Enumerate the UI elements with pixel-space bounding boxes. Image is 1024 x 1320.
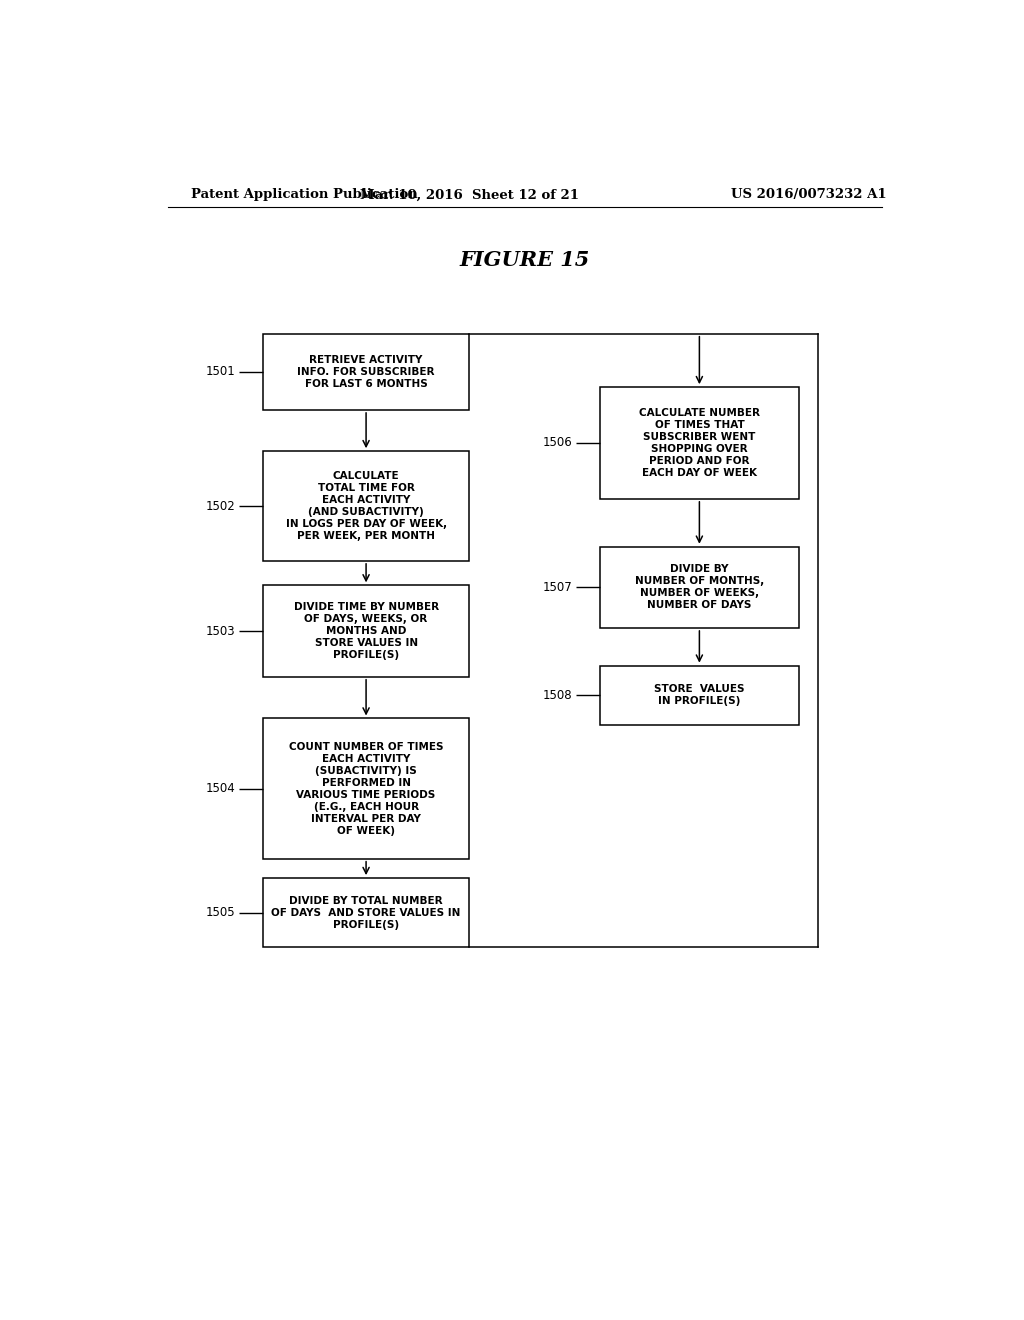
Text: 1507: 1507 [543, 581, 572, 594]
Text: RETRIEVE ACTIVITY
INFO. FOR SUBSCRIBER
FOR LAST 6 MONTHS: RETRIEVE ACTIVITY INFO. FOR SUBSCRIBER F… [297, 355, 435, 389]
Text: CALCULATE NUMBER
OF TIMES THAT
SUBSCRIBER WENT
SHOPPING OVER
PERIOD AND FOR
EACH: CALCULATE NUMBER OF TIMES THAT SUBSCRIBE… [639, 408, 760, 478]
Text: 1508: 1508 [543, 689, 572, 701]
Text: 1502: 1502 [206, 499, 236, 512]
Bar [263, 334, 469, 411]
Bar [600, 665, 799, 725]
Bar [263, 878, 469, 948]
Text: US 2016/0073232 A1: US 2016/0073232 A1 [731, 189, 887, 202]
Bar [263, 718, 469, 859]
Text: 1503: 1503 [206, 624, 236, 638]
Text: 1501: 1501 [206, 366, 236, 379]
Text: 1505: 1505 [206, 906, 236, 919]
Text: DIVIDE BY
NUMBER OF MONTHS,
NUMBER OF WEEKS,
NUMBER OF DAYS: DIVIDE BY NUMBER OF MONTHS, NUMBER OF WE… [635, 565, 764, 610]
Bar [263, 585, 469, 677]
Text: DIVIDE BY TOTAL NUMBER
OF DAYS  AND STORE VALUES IN
PROFILE(S): DIVIDE BY TOTAL NUMBER OF DAYS AND STORE… [271, 895, 461, 929]
Text: COUNT NUMBER OF TIMES
EACH ACTIVITY
(SUBACTIVITY) IS
PERFORMED IN
VARIOUS TIME P: COUNT NUMBER OF TIMES EACH ACTIVITY (SUB… [289, 742, 443, 836]
Text: 1506: 1506 [543, 437, 572, 450]
Text: CALCULATE
TOTAL TIME FOR
EACH ACTIVITY
(AND SUBACTIVITY)
IN LOGS PER DAY OF WEEK: CALCULATE TOTAL TIME FOR EACH ACTIVITY (… [286, 471, 446, 541]
Text: 1504: 1504 [206, 781, 236, 795]
Bar [600, 387, 799, 499]
Bar [263, 451, 469, 561]
Text: Patent Application Publication: Patent Application Publication [191, 189, 418, 202]
Text: Mar. 10, 2016  Sheet 12 of 21: Mar. 10, 2016 Sheet 12 of 21 [359, 189, 579, 202]
Text: STORE  VALUES
IN PROFILE(S): STORE VALUES IN PROFILE(S) [654, 684, 744, 706]
Bar [600, 546, 799, 628]
Text: DIVIDE TIME BY NUMBER
OF DAYS, WEEKS, OR
MONTHS AND
STORE VALUES IN
PROFILE(S): DIVIDE TIME BY NUMBER OF DAYS, WEEKS, OR… [294, 602, 438, 660]
Text: FIGURE 15: FIGURE 15 [460, 249, 590, 271]
